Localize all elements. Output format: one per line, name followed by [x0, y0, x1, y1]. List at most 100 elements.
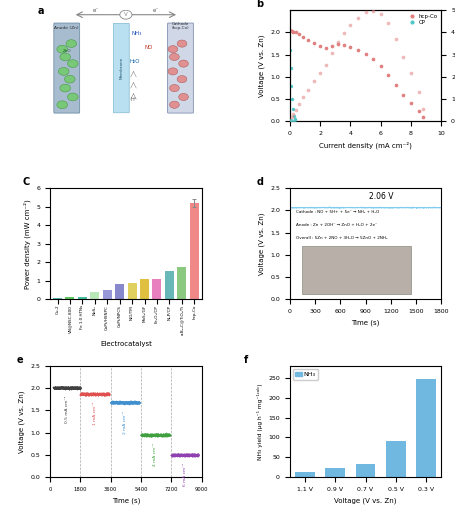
Point: [87, 390, 94, 399]
Point: [81, 389, 88, 398]
Point: [175, 450, 182, 459]
Point: [60, 383, 67, 391]
Point: [157, 431, 165, 440]
Point: [61, 383, 69, 391]
Point: [104, 389, 111, 398]
Point: [156, 431, 163, 439]
Point: [104, 389, 111, 398]
Point: [143, 431, 151, 440]
Point: [100, 390, 107, 398]
Point: [172, 451, 180, 459]
Point: [133, 399, 141, 407]
Point: [78, 390, 86, 398]
Point: [72, 383, 79, 391]
Point: [148, 431, 155, 440]
Point: [135, 398, 142, 406]
Point: [120, 398, 127, 406]
Point: [81, 389, 88, 398]
Point: [194, 451, 202, 459]
Point: [185, 450, 192, 459]
Point: [174, 450, 181, 458]
Point: [182, 451, 189, 459]
Point: [334, 38, 342, 46]
Point: [101, 389, 108, 398]
Point: [96, 390, 104, 398]
Point: [147, 430, 154, 438]
Point: [77, 389, 85, 398]
Circle shape: [60, 84, 71, 92]
Point: [138, 430, 145, 439]
Point: [96, 390, 103, 398]
Point: [121, 399, 128, 407]
Point: [159, 431, 167, 439]
Point: [64, 383, 71, 391]
Text: NO: NO: [144, 45, 153, 50]
Point: [57, 383, 65, 391]
Point: [105, 390, 112, 399]
Point: [193, 450, 200, 459]
Point: [182, 451, 189, 460]
Point: [91, 390, 98, 398]
Point: [53, 384, 61, 392]
Point: [175, 451, 182, 459]
Point: [157, 430, 164, 439]
Point: [415, 107, 422, 115]
Point: [157, 430, 164, 439]
Point: [134, 398, 142, 406]
Point: [62, 383, 69, 391]
Point: [169, 451, 177, 459]
Point: [86, 390, 93, 398]
Point: [69, 384, 76, 392]
Point: [57, 384, 64, 392]
Point: [174, 450, 181, 459]
Point: [108, 398, 115, 406]
Point: [175, 450, 182, 459]
Point: [62, 384, 70, 392]
Point: [110, 398, 117, 406]
Point: [83, 390, 90, 399]
Point: [96, 390, 104, 398]
Point: [110, 399, 117, 407]
Point: [146, 431, 153, 439]
Point: [155, 431, 162, 439]
Point: [194, 450, 202, 459]
Point: [144, 431, 151, 439]
Point: [68, 383, 76, 391]
Point: [84, 390, 91, 398]
Point: [91, 390, 98, 398]
Point: [354, 14, 362, 22]
Point: [82, 389, 89, 398]
Bar: [152, 279, 162, 299]
Point: [153, 430, 160, 439]
Point: [156, 430, 163, 438]
Point: [181, 451, 188, 459]
Point: [58, 383, 65, 391]
Point: [56, 383, 63, 391]
Point: [56, 384, 63, 392]
Point: [127, 398, 135, 406]
Point: [157, 430, 165, 438]
Point: [98, 390, 106, 399]
Point: [165, 430, 172, 439]
Point: [189, 450, 197, 459]
Circle shape: [179, 60, 188, 67]
Point: [62, 384, 69, 392]
Point: [120, 399, 127, 407]
X-axis label: Voltage (V vs. Zn): Voltage (V vs. Zn): [334, 498, 397, 504]
Point: [131, 398, 139, 406]
Point: [155, 431, 162, 440]
Point: [138, 431, 145, 439]
Point: [134, 398, 141, 406]
Point: [170, 450, 177, 458]
Point: [140, 430, 147, 439]
Point: [341, 29, 348, 37]
Point: [77, 390, 85, 398]
Point: [116, 399, 123, 407]
Point: [172, 451, 180, 459]
Point: [102, 390, 110, 399]
Legend: NH₃: NH₃: [293, 369, 318, 380]
Point: [170, 450, 177, 459]
Point: [172, 451, 179, 459]
Point: [143, 430, 150, 438]
Point: [192, 450, 199, 459]
